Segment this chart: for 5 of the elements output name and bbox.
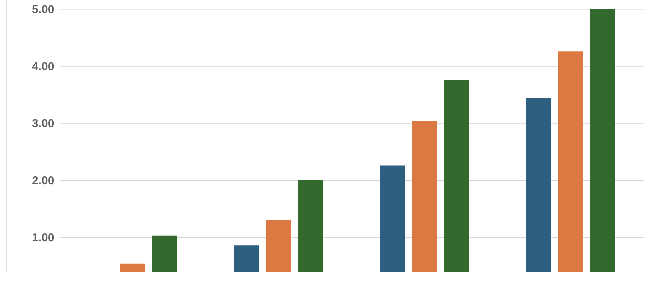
y-tick-label: 5.00 [32,5,54,14]
y-tick-label: 4.00 [32,62,54,70]
y-tick-label: 1.00 [32,233,54,242]
y-tick-label: 2.00 [32,176,54,184]
y-tick-label: 3.00 [32,119,54,128]
